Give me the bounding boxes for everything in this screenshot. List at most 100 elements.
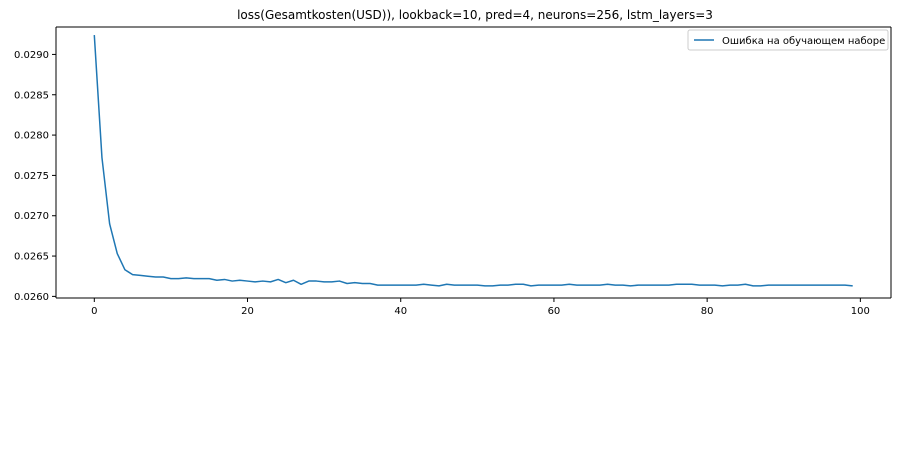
y-tick-label: 0.0275 — [14, 171, 49, 182]
data-point — [255, 281, 256, 282]
data-point — [676, 284, 677, 285]
data-point — [699, 285, 700, 286]
data-point — [814, 285, 815, 286]
data-point — [722, 285, 723, 286]
data-point — [377, 285, 378, 286]
data-point — [684, 284, 685, 285]
data-point — [400, 285, 401, 286]
data-point — [592, 285, 593, 286]
data-point — [316, 280, 317, 281]
data-point — [477, 285, 478, 286]
data-point — [140, 275, 141, 276]
data-point — [661, 285, 662, 286]
plot-area — [56, 27, 891, 298]
data-point — [224, 279, 225, 280]
data-point — [469, 285, 470, 286]
data-point — [500, 285, 501, 286]
data-point — [301, 284, 302, 285]
data-point — [247, 280, 248, 281]
data-point — [753, 285, 754, 286]
y-tick-label: 0.0270 — [14, 211, 49, 222]
x-tick-label: 60 — [548, 306, 561, 317]
data-point — [576, 285, 577, 286]
data-point — [94, 34, 95, 35]
data-point — [285, 282, 286, 283]
data-point — [454, 285, 455, 286]
data-point — [446, 284, 447, 285]
y-tick-label: 0.0285 — [14, 90, 49, 101]
data-point — [791, 285, 792, 286]
data-point — [431, 285, 432, 286]
data-point — [607, 284, 608, 285]
data-point — [707, 285, 708, 286]
data-point — [852, 285, 853, 286]
data-point — [530, 285, 531, 286]
data-point — [216, 280, 217, 281]
x-tick-label: 20 — [241, 306, 254, 317]
data-point — [546, 285, 547, 286]
chart-title: loss(Gesamtkosten(USD)), lookback=10, pr… — [237, 8, 713, 22]
data-point — [745, 284, 746, 285]
data-point — [668, 285, 669, 286]
data-point — [239, 280, 240, 281]
data-point — [178, 278, 179, 279]
data-point — [615, 285, 616, 286]
y-tick-label: 0.0290 — [14, 50, 49, 61]
x-tick-label: 40 — [394, 306, 407, 317]
data-point — [523, 284, 524, 285]
legend-label: Ошибка на обучающем наборе — [722, 36, 885, 47]
data-point — [155, 276, 156, 277]
data-point — [392, 285, 393, 286]
data-point — [730, 285, 731, 286]
data-point — [714, 285, 715, 286]
data-point — [124, 269, 125, 270]
data-point — [783, 285, 784, 286]
axes-layer: 0 20 40 60 80 100 0.0260 0.0265 0.0270 0.0275 0.02… — [14, 26, 892, 317]
data-point — [837, 285, 838, 286]
x-tick-label: 0 — [91, 306, 97, 317]
data-point — [806, 285, 807, 286]
data-point — [408, 285, 409, 286]
data-point — [569, 284, 570, 285]
legend-box — [687, 29, 889, 51]
data-point — [844, 285, 845, 286]
data-point — [691, 284, 692, 285]
data-point — [653, 285, 654, 286]
data-point — [630, 285, 631, 286]
data-point — [599, 285, 600, 286]
data-point — [232, 280, 233, 281]
legend: Ошибка на обучающем наборе — [687, 29, 889, 51]
data-point — [347, 283, 348, 284]
data-point — [354, 282, 355, 283]
data-point — [484, 285, 485, 286]
data-point — [193, 278, 194, 279]
data-point — [775, 285, 776, 286]
data-point — [117, 253, 118, 254]
data-point — [438, 285, 439, 286]
data-point — [423, 284, 424, 285]
data-point — [415, 285, 416, 286]
data-point — [201, 278, 202, 279]
data-point — [324, 281, 325, 282]
data-point — [278, 279, 279, 280]
data-point — [553, 285, 554, 286]
x-tick-label: 100 — [851, 306, 870, 317]
data-point — [339, 280, 340, 281]
data-point — [262, 280, 263, 281]
data-point — [798, 285, 799, 286]
data-point — [101, 157, 102, 158]
data-point — [821, 285, 822, 286]
data-point — [132, 274, 133, 275]
y-tick-label: 0.0265 — [14, 252, 49, 263]
data-point — [645, 285, 646, 286]
data-point — [507, 285, 508, 286]
data-point — [385, 285, 386, 286]
data-point — [461, 285, 462, 286]
data-point — [638, 285, 639, 286]
data-point — [492, 285, 493, 286]
data-point — [768, 285, 769, 286]
x-tick-label: 80 — [701, 306, 714, 317]
data-point — [584, 285, 585, 286]
data-point — [308, 280, 309, 281]
plot-background — [56, 27, 891, 298]
